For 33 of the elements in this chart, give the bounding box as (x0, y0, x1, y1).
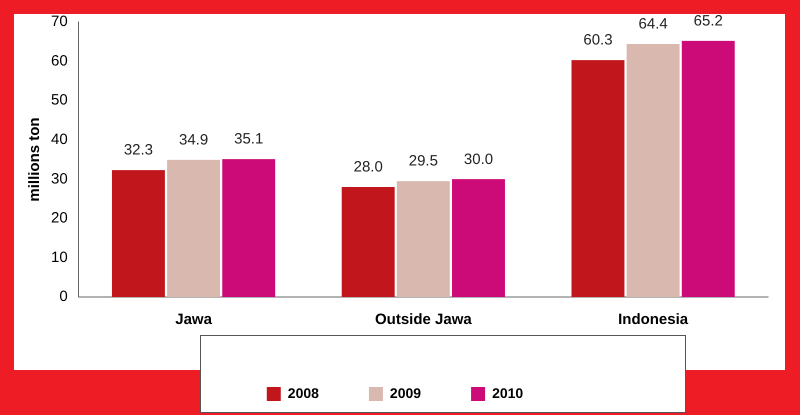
legend-label: 2008 (288, 384, 320, 401)
y-tick-label: 40 (50, 131, 68, 148)
y-tick-label: 20 (50, 210, 68, 227)
bar (222, 159, 276, 297)
bar (626, 44, 680, 297)
y-tick-label: 70 (50, 13, 68, 30)
data-label: 30.0 (464, 150, 494, 168)
bar (452, 179, 505, 297)
y-tick-label: 30 (50, 170, 68, 188)
data-label: 65.2 (694, 12, 723, 30)
data-label: 35.1 (234, 130, 264, 148)
bar (112, 170, 165, 297)
data-label: 60.3 (583, 32, 613, 49)
data-label: 32.3 (124, 142, 154, 159)
y-tick-label: 10 (50, 248, 68, 266)
y-tick-label: 50 (50, 92, 68, 109)
x-tick-label: Jawa (175, 311, 213, 328)
bar (396, 181, 450, 297)
bar (342, 187, 395, 297)
x-tick-label: Indonesia (618, 311, 689, 328)
y-axis-title: millions ton (26, 117, 44, 202)
data-label: 34.9 (178, 132, 208, 149)
legend-label: 2009 (390, 384, 422, 401)
y-tick-label: 0 (59, 288, 68, 306)
data-label: 28.0 (354, 158, 383, 176)
data-label: 64.4 (638, 16, 668, 33)
y-tick-label: 60 (50, 52, 68, 70)
legend-label: 2010 (492, 384, 524, 401)
bar (572, 60, 624, 297)
bar (167, 160, 220, 297)
data-label: 29.5 (408, 152, 438, 170)
x-tick-label: Outside Jawa (374, 311, 472, 328)
bar (682, 40, 735, 297)
